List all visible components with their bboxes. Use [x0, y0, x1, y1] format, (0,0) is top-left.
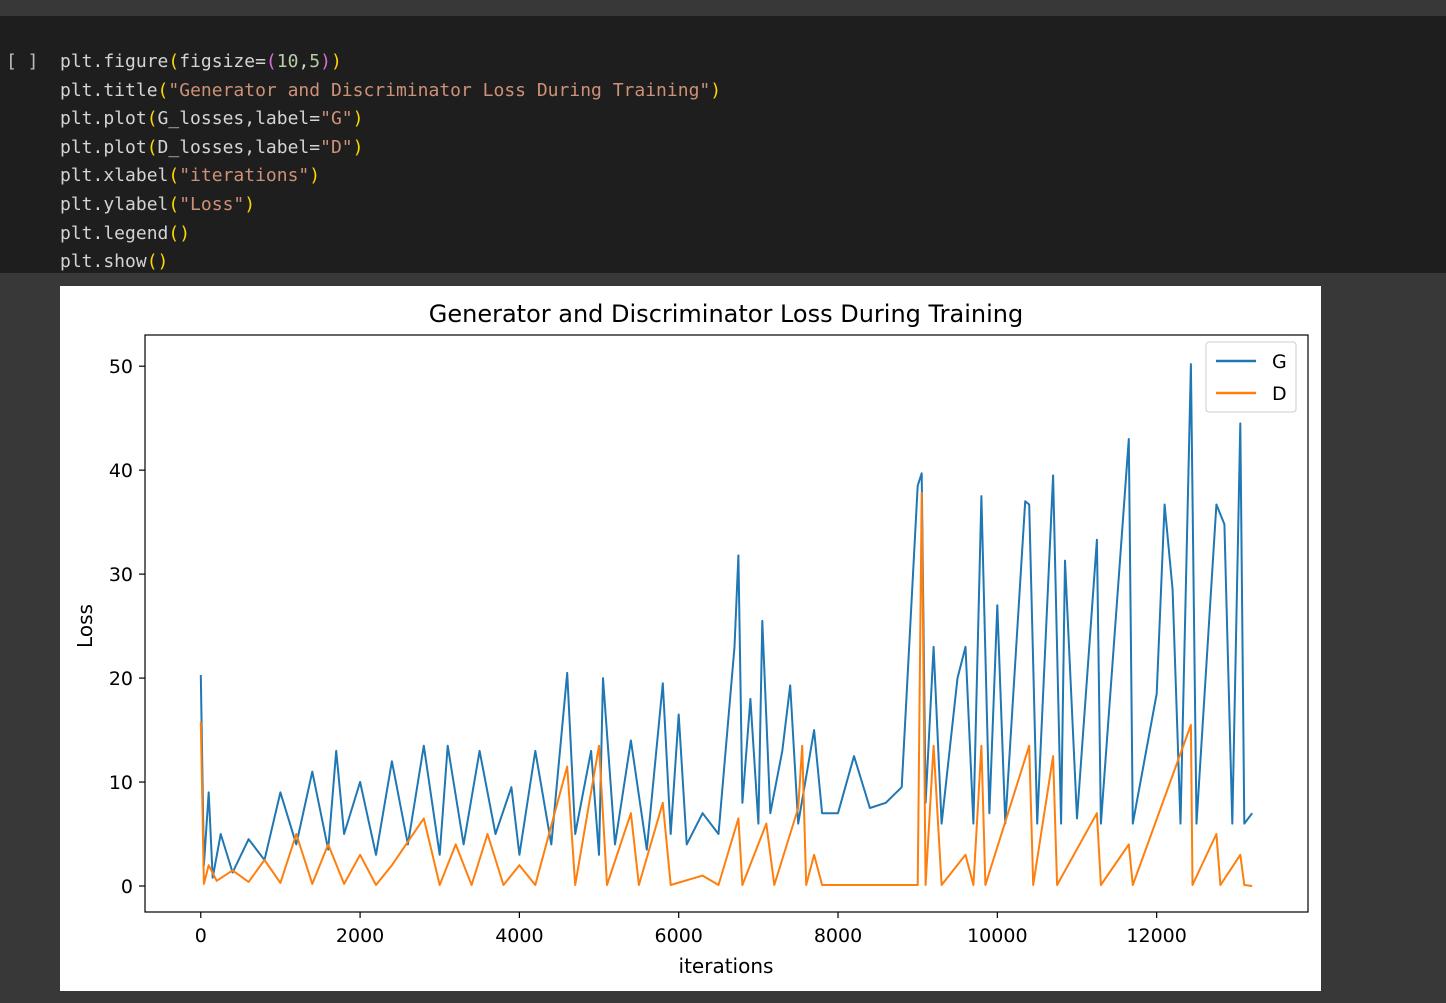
- y-tick-label: 50: [109, 356, 133, 378]
- x-tick-label: 10000: [967, 925, 1027, 947]
- loss-chart: Generator and Discriminator Loss During …: [73, 300, 1309, 978]
- y-tick-label: 0: [121, 876, 133, 898]
- cell-run-indicator[interactable]: [ ]: [6, 51, 39, 72]
- x-tick-label: 6000: [655, 925, 703, 947]
- x-tick-label: 12000: [1126, 925, 1186, 947]
- series-line-g: [199, 363, 1253, 879]
- code-line: plt.show(): [60, 251, 169, 273]
- x-axis-label: iterations: [679, 954, 774, 978]
- x-tick-label: 4000: [495, 925, 543, 947]
- code-line: plt.plot(D_losses,label="D"): [60, 136, 364, 158]
- x-tick-label: 0: [195, 925, 207, 947]
- code-cell[interactable]: [ ] plt.figure(figsize=(10,5)) plt.title…: [0, 16, 1446, 273]
- y-axis-label: Loss: [73, 604, 97, 648]
- x-tick-label: 2000: [336, 925, 384, 947]
- y-tick-label: 10: [109, 772, 133, 794]
- plot-figure: Generator and Discriminator Loss During …: [60, 286, 1321, 991]
- plot-frame: [144, 334, 1309, 913]
- code-line: plt.ylabel("Loss"): [60, 193, 256, 215]
- y-tick-label: 30: [109, 564, 133, 586]
- notebook-top-bar: [0, 0, 1446, 16]
- x-tick-label: 8000: [814, 925, 862, 947]
- y-tick-label: 40: [109, 460, 133, 482]
- y-tick-label: 20: [109, 668, 133, 690]
- legend-label-g: G: [1272, 351, 1287, 373]
- cell-code-editor[interactable]: plt.figure(figsize=(10,5)) plt.title("Ge…: [60, 48, 721, 277]
- code-line: plt.figure(figsize=(10,5)): [60, 51, 342, 72]
- code-line: plt.title("Generator and Discriminator L…: [60, 79, 722, 101]
- legend-label-d: D: [1272, 383, 1287, 405]
- legend-box: [1205, 341, 1297, 413]
- chart-title: Generator and Discriminator Loss During …: [429, 300, 1024, 328]
- series-line-d: [199, 492, 1253, 887]
- code-line: plt.plot(G_losses,label="G"): [60, 108, 364, 130]
- code-line: plt.xlabel("iterations"): [60, 165, 321, 187]
- code-line: plt.legend(): [60, 222, 191, 244]
